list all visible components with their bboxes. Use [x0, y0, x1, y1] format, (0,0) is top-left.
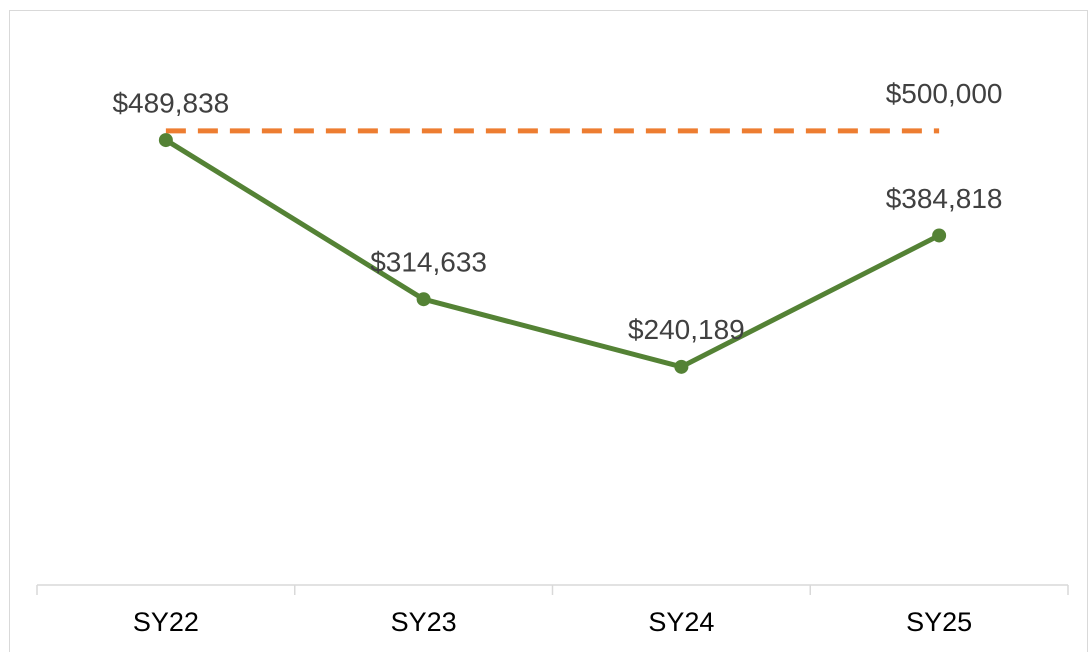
data-point	[932, 228, 947, 243]
chart-border	[9, 10, 1088, 652]
data-point	[416, 292, 431, 307]
data-label: $240,189	[628, 314, 745, 345]
data-label: $314,633	[370, 247, 487, 278]
data-label: $384,818	[886, 183, 1003, 214]
x-tick-label: SY24	[648, 607, 714, 637]
series-line	[164, 137, 941, 370]
x-tick-label: SY25	[906, 607, 972, 637]
data-label: $489,838	[112, 87, 229, 118]
x-tick-label: SY22	[133, 607, 199, 637]
data-point	[674, 359, 689, 374]
data-label: $500,000	[886, 78, 1003, 109]
x-tick-label: SY23	[391, 607, 457, 637]
data-point	[158, 133, 173, 148]
